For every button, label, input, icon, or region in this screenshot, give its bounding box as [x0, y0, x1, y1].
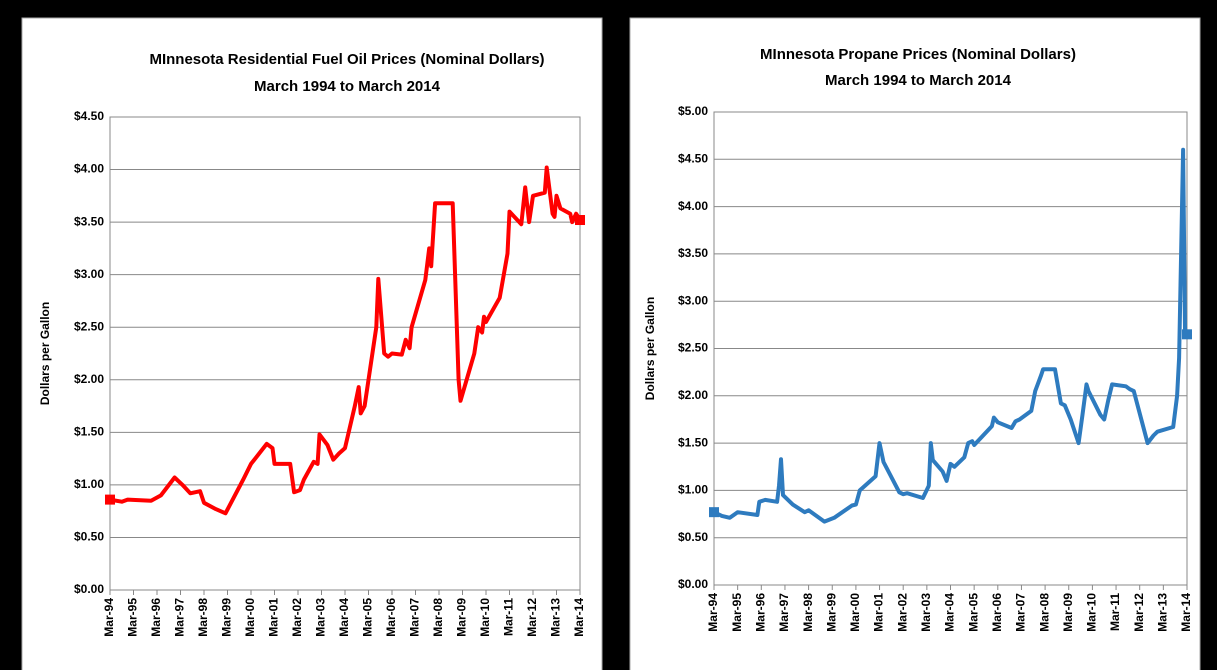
- x-tick-label: Mar-13: [549, 598, 563, 637]
- y-tick-label: $1.50: [74, 425, 104, 439]
- x-tick-label: Mar-07: [408, 598, 422, 637]
- left-panel: [21, 17, 603, 670]
- y-tick-label: $1.00: [678, 483, 708, 497]
- x-tick-label: Mar-08: [431, 598, 445, 637]
- end-marker: [1182, 329, 1192, 340]
- y-tick-label: $3.00: [678, 293, 708, 307]
- x-tick-label: Mar-05: [361, 598, 375, 637]
- y-tick-label: $2.00: [74, 372, 104, 386]
- y-tick-label: $0.50: [678, 530, 708, 544]
- chart-subtitle: March 1994 to March 2014: [254, 78, 441, 95]
- x-tick-label: Mar-97: [173, 598, 187, 637]
- x-tick-label: Mar-14: [1179, 593, 1193, 632]
- x-tick-label: Mar-12: [525, 598, 539, 637]
- x-tick-label: Mar-01: [872, 593, 886, 632]
- chart-title: MInnesota Propane Prices (Nominal Dollar…: [760, 46, 1076, 63]
- x-tick-label: Mar-02: [895, 593, 909, 632]
- y-tick-label: $0.00: [678, 577, 708, 591]
- x-tick-label: Mar-06: [384, 598, 398, 637]
- x-tick-label: Mar-98: [196, 598, 210, 637]
- x-tick-label: Mar-09: [455, 598, 469, 637]
- x-tick-label: Mar-98: [801, 593, 815, 632]
- y-tick-label: $4.50: [74, 109, 104, 123]
- x-tick-label: Mar-13: [1156, 593, 1170, 632]
- y-tick-label: $4.00: [678, 199, 708, 213]
- x-tick-label: Mar-02: [290, 598, 304, 637]
- end-marker: [105, 494, 115, 505]
- x-tick-label: Mar-08: [1037, 593, 1051, 632]
- end-marker: [709, 507, 719, 518]
- x-tick-label: Mar-10: [478, 598, 492, 637]
- price-line: [109, 165, 582, 516]
- x-tick-label: Mar-04: [943, 593, 957, 632]
- y-tick-label: $3.50: [74, 214, 104, 228]
- y-axis-label: Dollars per Gallon: [38, 302, 52, 405]
- x-tick-label: Mar-11: [502, 598, 516, 636]
- y-tick-label: $3.00: [74, 267, 104, 281]
- x-tick-label: Mar-11: [1108, 593, 1122, 631]
- x-tick-label: Mar-99: [220, 598, 234, 637]
- x-tick-label: Mar-06: [990, 593, 1004, 632]
- x-tick-label: Mar-09: [1061, 593, 1075, 632]
- y-tick-label: $2.00: [678, 388, 708, 402]
- chart-title: MInnesota Residential Fuel Oil Prices (N…: [149, 51, 544, 68]
- y-tick-label: $5.00: [678, 104, 708, 118]
- x-tick-label: Mar-14: [572, 598, 586, 637]
- x-tick-label: Mar-00: [848, 593, 862, 632]
- y-tick-label: $2.50: [74, 319, 104, 333]
- y-tick-label: $0.00: [74, 582, 104, 596]
- x-tick-label: Mar-04: [337, 598, 351, 637]
- price-line: [713, 147, 1189, 524]
- y-tick-label: $2.50: [678, 341, 708, 355]
- y-tick-label: $4.50: [678, 151, 708, 165]
- y-tick-label: $1.00: [74, 477, 104, 491]
- x-tick-label: Mar-97: [777, 593, 791, 632]
- y-axis-label: Dollars per Gallon: [643, 297, 657, 400]
- x-tick-label: Mar-95: [730, 593, 744, 632]
- x-tick-label: Mar-96: [753, 593, 767, 632]
- x-tick-label: Mar-12: [1132, 593, 1146, 632]
- x-tick-label: Mar-99: [824, 593, 838, 632]
- y-tick-label: $1.50: [678, 435, 708, 449]
- x-tick-label: Mar-03: [314, 598, 328, 637]
- x-tick-label: Mar-05: [966, 593, 980, 632]
- x-tick-label: Mar-00: [243, 598, 257, 637]
- y-tick-label: $3.50: [678, 246, 708, 260]
- end-marker: [575, 215, 585, 226]
- x-tick-label: Mar-95: [126, 598, 140, 637]
- x-tick-label: Mar-07: [1014, 593, 1028, 632]
- x-tick-label: Mar-01: [267, 598, 281, 637]
- chart-subtitle: March 1994 to March 2014: [825, 72, 1012, 89]
- y-tick-label: $4.00: [74, 162, 104, 176]
- x-tick-label: Mar-94: [706, 593, 720, 632]
- x-tick-label: Mar-96: [149, 598, 163, 637]
- x-tick-label: Mar-10: [1085, 593, 1099, 632]
- x-tick-label: Mar-03: [919, 593, 933, 632]
- x-tick-label: Mar-94: [102, 598, 116, 637]
- right-panel: [629, 17, 1201, 670]
- y-tick-label: $0.50: [74, 530, 104, 544]
